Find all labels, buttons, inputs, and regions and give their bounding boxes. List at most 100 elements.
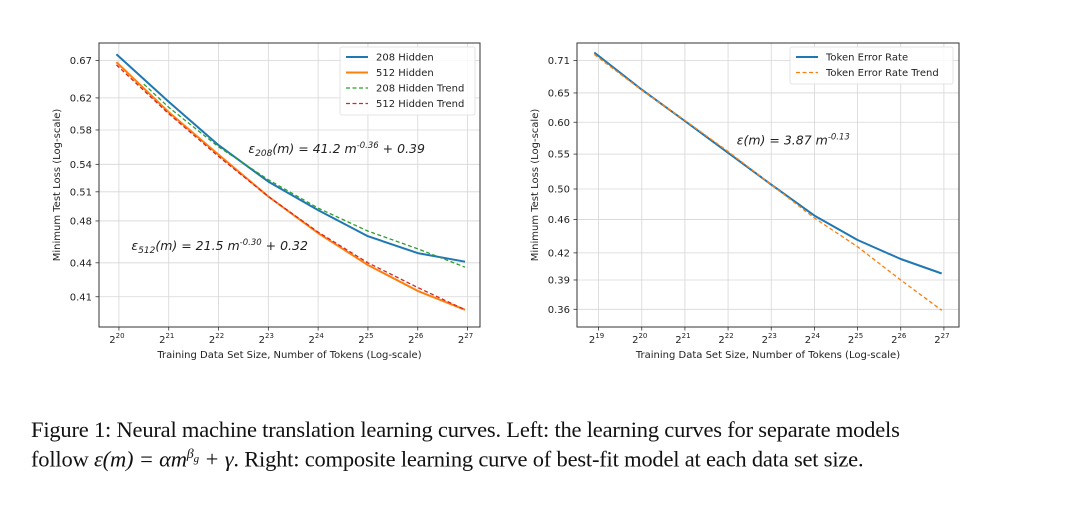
y-tick-label: 0.50 (548, 185, 570, 196)
legend-entry: Token Error Rate (825, 53, 908, 64)
equation-symbol: ε (248, 141, 255, 156)
equation-subscript: 208 (255, 149, 272, 159)
series-line-512-hidden (115, 61, 466, 311)
caption-text: follow (31, 446, 94, 472)
y-axis-label: Minimum Test Loss (Log-scale) (52, 109, 63, 262)
x-tick-label: 226 (408, 332, 424, 346)
x-axis-label: Training Data Set Size, Number of Tokens… (635, 350, 900, 361)
x-tick-label: 221 (675, 332, 690, 346)
plot-frame (98, 42, 481, 328)
x-tick-label: 222 (718, 332, 733, 346)
equation-exponent: -0.30 (240, 238, 262, 248)
equation-exponent: -0.36 (357, 141, 380, 151)
x-tick-exponent: 23 (265, 332, 274, 340)
y-tick-label: 0.67 (70, 56, 92, 67)
x-tick-exponent: 20 (638, 332, 647, 340)
caption-math: ε(m) = αm (93, 446, 187, 472)
series-line-208-hidden-trend (143, 83, 466, 268)
x-tick-exponent: 21 (682, 332, 691, 340)
equation-annotation: ε512(m) = 21.5 m-0.30 + 0.32 (131, 238, 308, 256)
y-tick-label: 0.60 (548, 118, 570, 129)
x-tick-exponent: 21 (165, 332, 174, 340)
legend: Token Error Rate Token Error Rate Trend (789, 46, 954, 85)
series-line-208-hidden (115, 53, 466, 263)
equation-annotation: ε208(m) = 41.2 m-0.36 + 0.39 (248, 141, 425, 159)
x-tick-label: 221 (159, 332, 174, 346)
x-tick-exponent: 20 (116, 332, 125, 340)
y-tick-label: 0.58 (70, 125, 92, 136)
equation-body: (m) = 41.2 m (272, 141, 356, 156)
y-tick-label: 0.48 (70, 216, 92, 227)
caption-math-sup: β (186, 447, 194, 462)
x-tick-exponent: 24 (315, 332, 324, 340)
y-axis-label: Minimum Test Loss (Log-scale) (530, 109, 541, 262)
x-tick-exponent: 26 (414, 332, 423, 340)
caption-text: . Right: composite learning curve of bes… (233, 446, 864, 472)
series-line-token-error-rate (593, 51, 943, 275)
x-tick-exponent: 26 (897, 332, 906, 340)
x-tick-exponent: 19 (595, 332, 604, 340)
legend-box (339, 46, 476, 116)
x-tick-label: 227 (458, 332, 473, 346)
y-tick-label: 0.55 (548, 150, 570, 161)
figure-caption: Figure 1: Neural machine translation lea… (31, 417, 1041, 472)
y-tick-label: 0.65 (548, 88, 570, 99)
legend-entry: Token Error Rate Trend (825, 68, 939, 79)
legend: 208 Hidden 512 Hidden 208 Hidden Trend 512 … (339, 46, 476, 116)
x-tick-label: 224 (308, 332, 324, 346)
x-tick-label: 219 (589, 332, 604, 346)
legend-entry: 512 Hidden (376, 68, 434, 79)
equation-subscript: 512 (138, 246, 155, 256)
x-tick-exponent: 24 (811, 332, 820, 340)
x-axis-label: Training Data Set Size, Number of Tokens… (156, 350, 421, 361)
x-tick-exponent: 23 (768, 332, 777, 340)
x-tick-exponent: 25 (854, 332, 863, 340)
x-tick-label: 223 (762, 332, 777, 346)
equation-symbol: ε (131, 238, 138, 253)
x-tick-label: 227 (934, 332, 949, 346)
y-tick-label: 0.46 (548, 215, 570, 226)
x-tick-exponent: 27 (464, 332, 473, 340)
x-tick-label: 224 (805, 332, 821, 346)
equation-body: (m) = 21.5 m (155, 238, 239, 253)
y-tick-label: 0.39 (548, 275, 570, 286)
x-tick-label: 220 (109, 332, 124, 346)
y-tick-label: 0.62 (70, 93, 92, 104)
legend-entry: 208 Hidden Trend (376, 84, 464, 95)
legend-entry: 208 Hidden (376, 53, 434, 64)
caption-math-sub: g (193, 452, 200, 465)
y-tick-label: 0.51 (70, 187, 92, 198)
equation-tail: + 0.32 (262, 238, 308, 253)
chart-right: 219 220 221 222 223 224 225 226 227 0.71 0.65 0.60 0… (530, 42, 960, 361)
caption-line-2: follow ε(m) = αmβg + γ. Right: composite… (31, 442, 1041, 472)
x-tick-exponent: 27 (941, 332, 950, 340)
x-tick-label: 225 (848, 332, 863, 346)
y-tick-label: 0.41 (70, 292, 92, 303)
y-tick-label: 0.44 (70, 258, 92, 269)
series-line-512-hidden-trend (115, 64, 466, 311)
equation-body: (m) = 3.87 m (743, 132, 827, 147)
equation-exponent: -0.13 (828, 132, 850, 142)
x-tick-label: 222 (209, 332, 224, 346)
x-tick-exponent: 25 (365, 332, 374, 340)
caption-line-1: Figure 1: Neural machine translation lea… (31, 417, 900, 442)
y-tick-label: 0.54 (70, 160, 92, 171)
legend-entry: 512 Hidden Trend (376, 99, 464, 110)
caption-math: + γ (198, 446, 234, 472)
equation-annotation: ε(m) = 3.87 m-0.13 (737, 132, 850, 147)
plot-frame (576, 42, 960, 328)
x-tick-label: 223 (259, 332, 274, 346)
x-tick-exponent: 22 (215, 332, 224, 340)
y-tick-label: 0.36 (548, 305, 570, 316)
x-tick-label: 226 (891, 332, 907, 346)
equation-symbol: ε (737, 132, 744, 147)
x-tick-label: 220 (632, 332, 647, 346)
chart-left: 220 221 222 223 224 225 226 227 0.67 0.62 0.58 0.54… (52, 42, 481, 361)
y-tick-label: 0.42 (548, 248, 570, 259)
y-tick-label: 0.71 (548, 56, 570, 67)
equation-tail: + 0.39 (379, 141, 425, 156)
x-tick-exponent: 22 (725, 332, 734, 340)
x-tick-label: 225 (358, 332, 373, 346)
legend-box (789, 46, 954, 85)
